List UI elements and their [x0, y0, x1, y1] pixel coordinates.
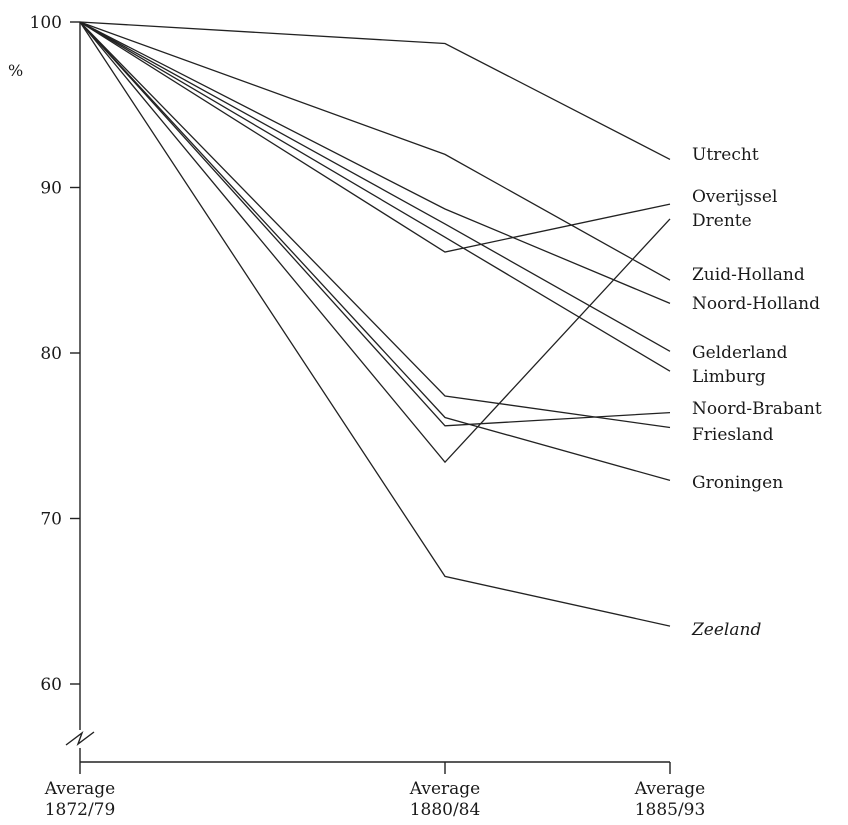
series-label-drente: Drente: [692, 211, 752, 231]
series-labels: Utrecht Overijssel Drente Zuid-Holland Noord…: [691, 145, 822, 640]
series-label-gelderland: Gelderland: [692, 343, 788, 363]
series-label-overijssel: Overijssel: [692, 187, 777, 207]
series-line-drente: [79, 21, 671, 464]
series-label-groningen: Groningen: [692, 473, 783, 493]
series-label-noord-holland: Noord-Holland: [692, 294, 820, 314]
x-category-label: Average 1880/84: [409, 779, 481, 820]
y-ticks: 60 70 80 90 100: [30, 13, 80, 695]
series-line-noord-holland: [79, 21, 671, 304]
series-line-groningen: [79, 21, 671, 482]
series-label-utrecht: Utrecht: [692, 145, 759, 165]
series-line-limburg: [79, 21, 671, 372]
y-tick-label: 100: [30, 13, 62, 33]
series-line-noord-brabant: [79, 21, 671, 427]
y-tick-label: 80: [40, 344, 62, 364]
series-line-friesland: [79, 21, 671, 429]
series-label-zuid-holland: Zuid-Holland: [692, 265, 805, 285]
series-label-noord-brabant: Noord-Brabant: [692, 399, 822, 419]
y-unit-label: %: [8, 61, 23, 80]
axis-break-mark: [65, 731, 95, 746]
series-line-zuid-holland: [79, 21, 671, 281]
series-line-gelderland: [79, 21, 671, 352]
series-line-overijssel: [79, 21, 671, 253]
x-category-label: Average 1885/93: [634, 779, 706, 820]
series-label-limburg: Limburg: [692, 367, 766, 387]
series-line-zeeland: [79, 21, 671, 627]
series-group: [79, 21, 671, 627]
x-category-label: Average 1872/79: [44, 779, 116, 820]
series-label-friesland: Friesland: [692, 425, 774, 445]
series-label-zeeland: Zeeland: [691, 620, 761, 640]
axes: Average 1872/79 Average 1880/84 Average 1885/…: [44, 22, 706, 820]
series-line-utrecht: [79, 21, 671, 160]
y-tick-label: 60: [40, 675, 62, 695]
y-tick-label: 90: [40, 179, 62, 199]
y-tick-label: 70: [40, 510, 62, 530]
